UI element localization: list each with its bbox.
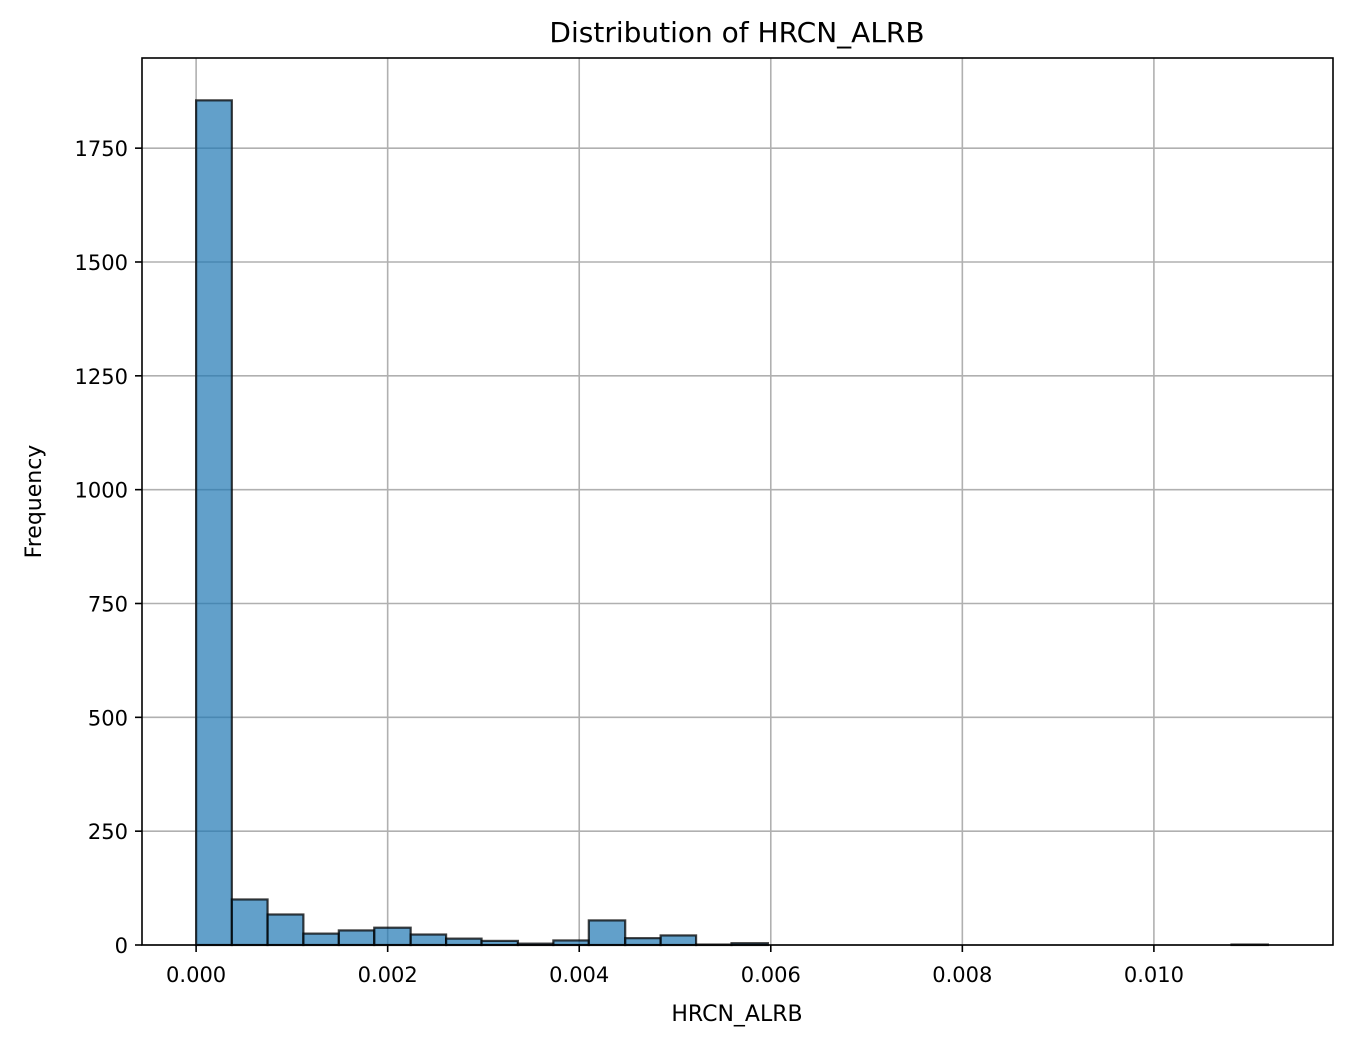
histogram-bar bbox=[337, 929, 376, 947]
y-axis-label: Frequency bbox=[22, 445, 47, 559]
y-tick-label: 1750 bbox=[75, 137, 128, 161]
x-tick-label: 0.002 bbox=[358, 963, 418, 987]
y-tick-label: 0 bbox=[115, 934, 128, 958]
x-tick-label: 0.006 bbox=[741, 963, 801, 987]
x-tick-label: 0.008 bbox=[932, 963, 992, 987]
histogram-bars bbox=[195, 99, 1269, 947]
histogram-bar bbox=[659, 934, 698, 947]
y-tick-label: 1500 bbox=[75, 251, 128, 275]
plot-frame bbox=[141, 57, 1334, 946]
x-axis-label: HRCN_ALRB bbox=[671, 1002, 802, 1027]
x-tick-label: 0.000 bbox=[166, 963, 226, 987]
axis-ticks: 0.000 0.002 0.004 0.006 0.008 0.010 0 250 500 750… bbox=[75, 137, 1184, 987]
y-tick-label: 1250 bbox=[75, 365, 128, 389]
histogram-bar bbox=[444, 937, 483, 947]
histogram-bar bbox=[230, 898, 269, 947]
histogram-bar bbox=[624, 937, 662, 947]
histogram-bar bbox=[195, 99, 233, 947]
histogram-bar bbox=[587, 919, 627, 947]
y-tick-label: 1000 bbox=[75, 479, 128, 503]
y-tick-label: 500 bbox=[88, 706, 128, 730]
histogram-bar bbox=[266, 913, 305, 947]
y-tick-label: 250 bbox=[88, 820, 128, 844]
x-tick-label: 0.010 bbox=[1124, 963, 1184, 987]
grid-lines bbox=[142, 58, 1333, 946]
histogram-bar bbox=[302, 932, 340, 947]
histogram-bar bbox=[373, 926, 412, 947]
histogram-bar bbox=[409, 933, 448, 947]
chart-title: Distribution of HRCN_ALRB bbox=[549, 16, 924, 49]
x-tick-label: 0.004 bbox=[549, 963, 609, 987]
y-tick-label: 750 bbox=[88, 592, 128, 616]
